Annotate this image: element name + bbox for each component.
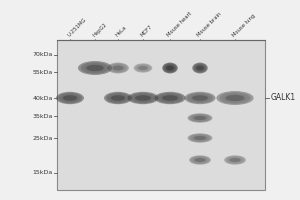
Ellipse shape xyxy=(226,156,244,164)
Ellipse shape xyxy=(63,95,77,101)
Ellipse shape xyxy=(228,157,242,163)
Ellipse shape xyxy=(109,94,127,102)
Ellipse shape xyxy=(162,63,178,73)
Ellipse shape xyxy=(111,95,125,101)
Ellipse shape xyxy=(224,155,246,165)
Ellipse shape xyxy=(192,115,208,121)
Text: 40kDa: 40kDa xyxy=(33,96,53,100)
Ellipse shape xyxy=(78,61,112,75)
Ellipse shape xyxy=(192,135,208,141)
Ellipse shape xyxy=(216,91,254,105)
Ellipse shape xyxy=(219,92,250,104)
Ellipse shape xyxy=(187,93,213,103)
Bar xyxy=(57,40,265,190)
Ellipse shape xyxy=(61,94,79,102)
Ellipse shape xyxy=(196,66,204,70)
Ellipse shape xyxy=(157,93,183,103)
Ellipse shape xyxy=(86,65,104,71)
Ellipse shape xyxy=(135,95,151,101)
Text: 35kDa: 35kDa xyxy=(33,114,53,118)
Text: GALK1: GALK1 xyxy=(271,94,296,102)
Ellipse shape xyxy=(58,93,82,103)
Ellipse shape xyxy=(128,92,158,104)
Text: Mouse brain: Mouse brain xyxy=(196,12,223,38)
Text: HepG2: HepG2 xyxy=(92,22,108,38)
Ellipse shape xyxy=(138,66,148,70)
Ellipse shape xyxy=(191,156,209,164)
Ellipse shape xyxy=(112,66,124,70)
Ellipse shape xyxy=(109,63,127,73)
Ellipse shape xyxy=(190,94,210,102)
Ellipse shape xyxy=(104,92,132,104)
Ellipse shape xyxy=(194,158,206,162)
Text: Mouse lung: Mouse lung xyxy=(232,13,256,38)
Ellipse shape xyxy=(190,134,210,142)
Ellipse shape xyxy=(194,136,206,140)
Ellipse shape xyxy=(84,64,106,72)
Ellipse shape xyxy=(192,95,208,101)
Ellipse shape xyxy=(188,113,212,123)
Text: Mouse heart: Mouse heart xyxy=(167,11,193,38)
Ellipse shape xyxy=(106,93,130,103)
Ellipse shape xyxy=(164,63,176,73)
Text: MCF7: MCF7 xyxy=(140,24,153,38)
Ellipse shape xyxy=(160,94,180,102)
Text: 70kDa: 70kDa xyxy=(33,52,53,58)
Ellipse shape xyxy=(134,63,152,73)
Ellipse shape xyxy=(162,95,178,101)
Ellipse shape xyxy=(111,64,125,72)
Ellipse shape xyxy=(130,93,156,103)
Ellipse shape xyxy=(166,66,174,70)
Ellipse shape xyxy=(193,157,207,163)
Ellipse shape xyxy=(223,94,247,102)
Ellipse shape xyxy=(165,64,175,72)
Ellipse shape xyxy=(190,114,210,122)
Ellipse shape xyxy=(194,63,206,73)
Ellipse shape xyxy=(194,116,206,120)
Ellipse shape xyxy=(81,62,109,74)
Ellipse shape xyxy=(107,63,129,73)
Ellipse shape xyxy=(137,65,149,71)
Ellipse shape xyxy=(225,95,244,101)
Ellipse shape xyxy=(56,92,84,104)
Ellipse shape xyxy=(188,133,212,143)
Text: 25kDa: 25kDa xyxy=(33,136,53,140)
Ellipse shape xyxy=(192,63,208,73)
Ellipse shape xyxy=(133,94,153,102)
Ellipse shape xyxy=(154,92,185,104)
Text: 15kDa: 15kDa xyxy=(33,170,53,176)
Ellipse shape xyxy=(135,64,151,72)
Ellipse shape xyxy=(230,158,241,162)
Ellipse shape xyxy=(184,92,215,104)
Text: HeLa: HeLa xyxy=(115,25,128,38)
Text: U-251MG: U-251MG xyxy=(67,17,87,38)
Ellipse shape xyxy=(189,155,211,165)
Ellipse shape xyxy=(195,64,205,72)
Text: 55kDa: 55kDa xyxy=(33,70,53,74)
